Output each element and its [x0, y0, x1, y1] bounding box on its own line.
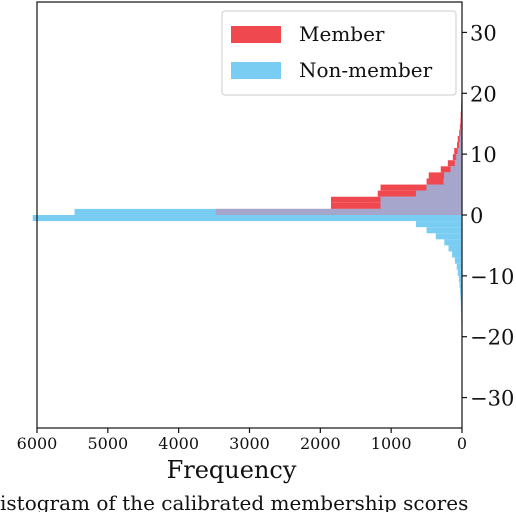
bar-overlap-12: [459, 135, 462, 142]
bar-non-member-8: [454, 257, 462, 264]
bar-overlap-2: [380, 196, 462, 203]
legend-label-non-member: Non-member: [299, 58, 433, 82]
x-tick-label: 0: [457, 434, 467, 453]
legend-swatch-non-member: [231, 62, 281, 79]
legend-swatch-member: [231, 26, 281, 43]
bar-overlap-10: [457, 148, 462, 155]
bar-non-member-13: [460, 288, 462, 295]
bar-non-member-1: [32, 215, 462, 222]
bar-overlap-4: [426, 184, 462, 191]
bar-non-member-2: [415, 221, 462, 228]
legend-label-member: Member: [299, 22, 385, 46]
y-tick-label: −30: [470, 387, 514, 411]
bar-non-member-11: [458, 275, 462, 282]
bar-non-member-10: [457, 269, 462, 276]
y-axis: 30 20 10 0 −10 −20 −30: [462, 21, 514, 411]
bars-layer: [32, 8, 463, 410]
bar-member-16: [460, 111, 462, 118]
bar-overlap-3: [415, 190, 462, 197]
bar-overlap-11: [459, 141, 462, 149]
bar-non-member-12: [459, 281, 462, 289]
bar-non-member-14: [460, 294, 462, 301]
bar-overlap-7: [450, 166, 462, 173]
bar-overlap-6: [444, 172, 462, 179]
y-tick-label: 30: [470, 21, 497, 45]
bar-overlap-5: [443, 178, 462, 185]
y-tick-label: −20: [470, 326, 514, 350]
x-tick-label: 4000: [158, 434, 199, 453]
bar-overlap-1: [380, 202, 462, 209]
x-axis: 6000 5000 4000 3000 2000 1000 0: [17, 428, 467, 453]
y-tick-label: 20: [470, 82, 497, 106]
bar-non-member-7: [452, 251, 462, 258]
y-tick-label: −10: [470, 265, 514, 289]
x-axis-title: Frequency: [167, 456, 297, 484]
bar-non-member-6: [448, 245, 462, 252]
bar-overlap-8: [454, 160, 462, 167]
y-tick-label: 0: [470, 204, 483, 228]
bar-non-member-5: [444, 239, 462, 246]
legend: Member Non-member: [221, 10, 457, 96]
bar-overlap-0: [215, 208, 462, 215]
bar-member-4: [380, 184, 462, 191]
bar-member-13: [459, 129, 462, 136]
bar-non-member-15: [460, 300, 462, 307]
bar-non-member-9: [456, 263, 462, 270]
x-tick-label: 5000: [87, 434, 128, 453]
bar-overlap-13: [460, 129, 462, 136]
y-tick-label: 10: [470, 143, 497, 167]
x-tick-label: 3000: [229, 434, 270, 453]
bar-non-member-3: [426, 227, 462, 234]
bar-non-member-4: [435, 233, 462, 240]
x-tick-label: 1000: [371, 434, 412, 453]
x-tick-label: 2000: [300, 434, 341, 453]
x-tick-label: 6000: [17, 434, 58, 453]
bar-member-15: [460, 117, 462, 124]
bar-overlap-9: [456, 154, 462, 161]
figure-caption: istogram of the calibrated membership sc…: [0, 491, 468, 512]
